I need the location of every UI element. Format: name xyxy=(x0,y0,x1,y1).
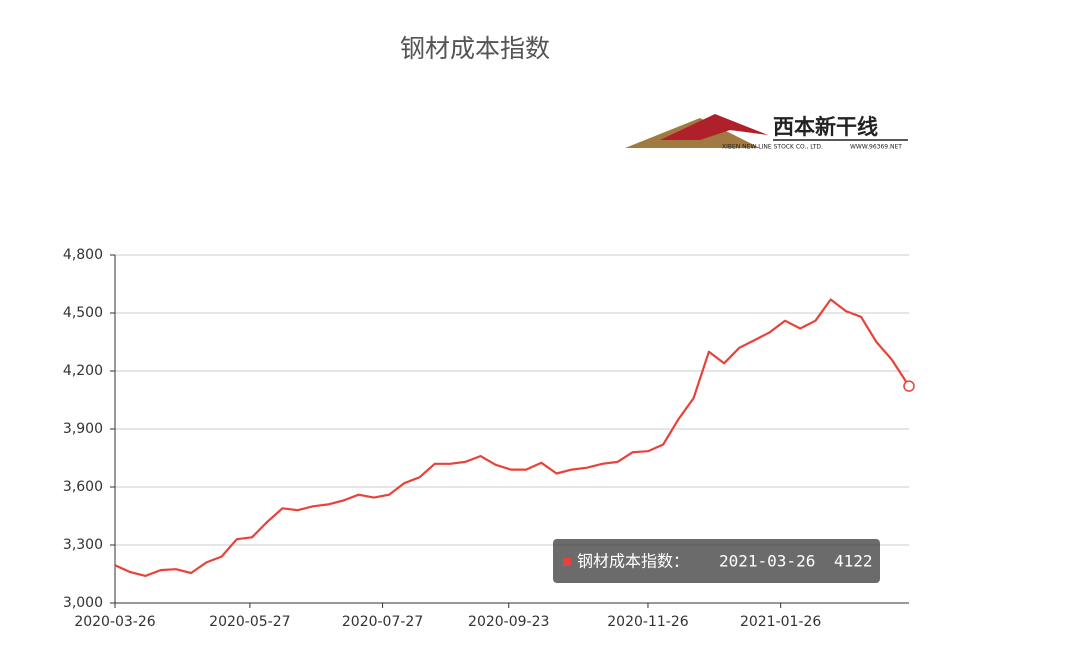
tooltip-date: 2021-03-26 xyxy=(719,552,815,571)
logo-name: 西本新干线 xyxy=(773,115,878,139)
y-tick-label: 4,500 xyxy=(63,305,103,321)
x-tick-label: 2020-07-27 xyxy=(342,614,423,630)
y-tick-label: 4,800 xyxy=(63,247,103,263)
end-point xyxy=(903,380,915,392)
line-series xyxy=(114,298,910,577)
logo: 西本新干线 XIBEN NEW LINE STOCK CO., LTD. WWW… xyxy=(625,114,908,151)
tooltip-label: 钢材成本指数： xyxy=(577,552,689,571)
y-tick-label: 3,000 xyxy=(63,595,103,611)
y-tick-label: 4,200 xyxy=(63,363,103,379)
chart-title: 钢材成本指数 xyxy=(400,34,550,63)
x-tick-label: 2020-05-27 xyxy=(209,614,290,630)
tooltip-box xyxy=(553,539,880,583)
y-tick-label: 3,300 xyxy=(63,537,103,553)
x-tick-label: 2020-11-26 xyxy=(607,614,688,630)
tooltip-swatch xyxy=(563,558,571,566)
tooltip-value: 4122 xyxy=(834,552,873,571)
tooltip: 钢材成本指数： 2021-03-26 4122 xyxy=(553,539,880,583)
x-tick-label: 2020-03-26 xyxy=(74,614,155,630)
logo-company: XIBEN NEW LINE STOCK CO., LTD. xyxy=(722,144,823,151)
y-tick-label: 3,900 xyxy=(63,421,103,437)
x-tick-label: 2020-09-23 xyxy=(468,614,549,630)
y-tick-label: 3,600 xyxy=(63,479,103,495)
logo-mountain xyxy=(660,114,768,140)
logo-url: WWW.96369.NET xyxy=(850,144,902,151)
x-tick-label: 2021-01-26 xyxy=(740,614,821,630)
